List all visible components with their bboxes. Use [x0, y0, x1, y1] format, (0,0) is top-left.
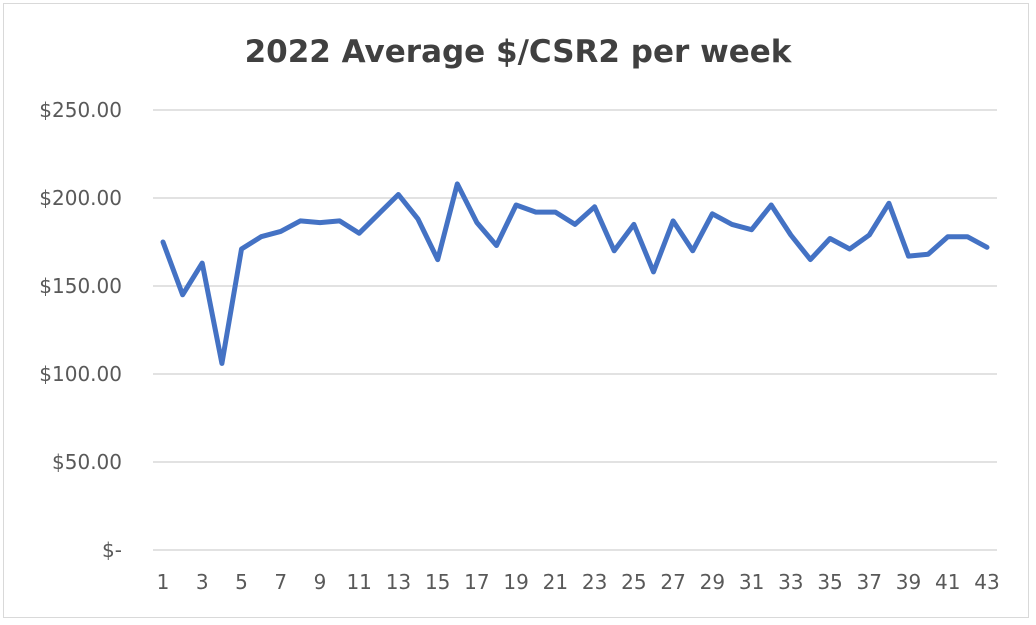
- y-tick-label: $200.00: [39, 186, 122, 210]
- x-tick-label: 23: [582, 570, 607, 594]
- chart-title: 2022 Average $/CSR2 per week: [245, 34, 793, 70]
- series-line: [160, 181, 990, 366]
- x-tick-label: 21: [543, 570, 568, 594]
- y-tick-label: $-: [102, 538, 122, 562]
- x-tick-label: 29: [700, 570, 725, 594]
- x-tick-label: 3: [196, 570, 209, 594]
- x-tick-label: 27: [660, 570, 685, 594]
- x-tick-label: 17: [464, 570, 489, 594]
- x-tick-label: 15: [425, 570, 450, 594]
- x-tick-label: 13: [386, 570, 411, 594]
- gridlines: [153, 109, 997, 551]
- x-tick-label: 35: [817, 570, 842, 594]
- y-tick-label: $50.00: [52, 450, 122, 474]
- x-axis-ticks: 1 3 5 7 9 11 13 15 17 19 21 23 25 27 29 31 33 35 37 39 41 43: [157, 570, 1000, 594]
- x-tick-label: 39: [896, 570, 921, 594]
- chart-frame: [3, 3, 1029, 618]
- series-layer: [160, 181, 990, 366]
- x-tick-label: 19: [503, 570, 528, 594]
- y-tick-label: $150.00: [39, 274, 122, 298]
- y-tick-label: $100.00: [39, 362, 122, 386]
- x-tick-label: 31: [739, 570, 764, 594]
- x-tick-label: 7: [274, 570, 287, 594]
- y-tick-label: $250.00: [39, 98, 122, 122]
- x-tick-label: 9: [314, 570, 327, 594]
- x-tick-label: 11: [346, 570, 371, 594]
- x-tick-label: 33: [778, 570, 803, 594]
- x-tick-label: 41: [935, 570, 960, 594]
- x-tick-label: 37: [857, 570, 882, 594]
- y-axis-ticks: $- $50.00 $100.00 $150.00 $200.00 $250.00: [39, 98, 122, 562]
- x-tick-label: 25: [621, 570, 646, 594]
- x-tick-label: 43: [974, 570, 999, 594]
- x-tick-label: 1: [157, 570, 170, 594]
- x-tick-label: 5: [235, 570, 248, 594]
